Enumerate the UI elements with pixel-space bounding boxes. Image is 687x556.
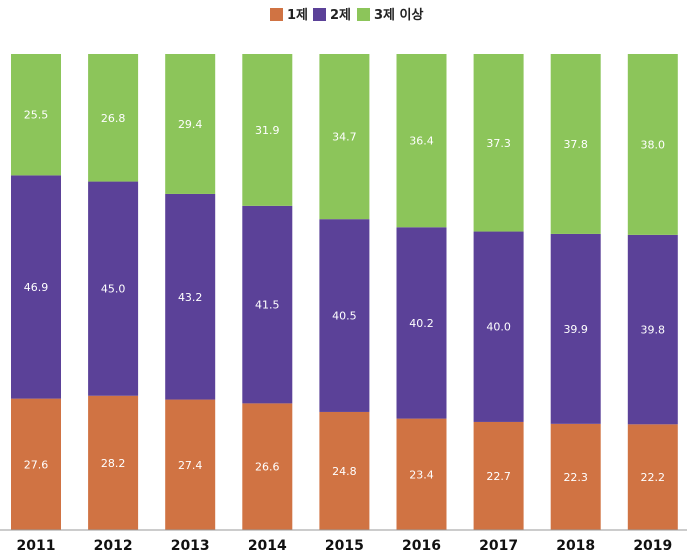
legend: 1제 2제 3제 이상	[270, 7, 423, 23]
bar-2019-series-2	[627, 234, 678, 425]
x-tick-label-2016: 2016	[402, 538, 441, 554]
bar-2012-series-3	[88, 54, 139, 182]
bar-2015-series-1	[319, 411, 370, 530]
bar-2013-series-2	[165, 193, 216, 400]
bar-2017-series-2	[473, 231, 524, 422]
bar-2014-series-1	[242, 403, 293, 530]
legend-label-2: 2제	[330, 8, 351, 23]
data-label-2013-series-3: 29.4	[178, 118, 203, 131]
data-label-2015-series-1: 24.8	[332, 465, 357, 478]
bar-2016-series-1	[396, 418, 447, 530]
data-label-2012-series-3: 26.8	[101, 112, 126, 125]
data-label-2013-series-2: 43.2	[178, 291, 203, 304]
x-axis-ticks: 2011 2012 2013 2014 2015 2016 2017 2018 2019	[17, 538, 673, 554]
x-tick-label-2011: 2011	[17, 538, 56, 554]
legend-label-1: 1제	[287, 8, 308, 23]
bar-2014-series-3	[242, 54, 293, 206]
data-label-2011-series-2: 46.9	[24, 281, 49, 294]
x-tick-label-2014: 2014	[248, 538, 287, 554]
bar-2016-series-2	[396, 227, 447, 419]
data-label-2012-series-2: 45.0	[101, 283, 126, 296]
data-label-2017-series-3: 37.3	[486, 137, 511, 150]
data-label-2013-series-1: 27.4	[178, 459, 203, 472]
bar-2013-series-1	[165, 399, 216, 530]
legend-swatch-1	[270, 8, 283, 21]
data-label-2011-series-3: 25.5	[24, 109, 49, 122]
legend-swatch-2	[313, 8, 326, 21]
bar-2011-series-1	[11, 398, 61, 530]
data-label-2019-series-1: 22.2	[641, 471, 666, 484]
data-label-2019-series-2: 39.8	[641, 324, 666, 337]
bar-2018-series-3	[550, 54, 601, 234]
x-tick-label-2013: 2013	[171, 538, 210, 554]
data-label-2016-series-2: 40.2	[409, 317, 434, 330]
data-label-2017-series-2: 40.0	[486, 321, 511, 334]
data-label-2014-series-1: 26.6	[255, 461, 280, 474]
data-label-2015-series-2: 40.5	[332, 310, 357, 323]
data-label-2018-series-3: 37.8	[563, 138, 588, 151]
legend-label-3: 3제 이상	[374, 7, 423, 23]
data-label-2012-series-1: 28.2	[101, 457, 126, 470]
data-label-2017-series-1: 22.7	[486, 470, 511, 483]
legend-swatch-3	[357, 8, 370, 21]
bar-2019-series-3	[627, 54, 678, 235]
bar-2017-series-3	[473, 54, 524, 232]
data-label-2016-series-3: 36.4	[409, 135, 434, 148]
bar-2016-series-3	[396, 54, 447, 228]
bar-2011-series-3	[11, 54, 61, 176]
bar-2018-series-1	[550, 423, 601, 530]
bar-2017-series-1	[473, 421, 524, 530]
bars: 27.6 46.9 25.5 28.2 45.0 26.8 27.4 43.2 29.4 26.6…	[11, 54, 678, 530]
bar-2013-series-3	[165, 54, 216, 194]
x-tick-label-2015: 2015	[325, 538, 364, 554]
data-label-2018-series-1: 22.3	[563, 471, 588, 484]
data-label-2019-series-3: 38.0	[641, 138, 666, 151]
x-tick-label-2019: 2019	[633, 538, 672, 554]
bar-2015-series-3	[319, 54, 370, 220]
bar-2011-series-2	[11, 175, 61, 399]
bar-2014-series-2	[242, 205, 293, 404]
data-label-2015-series-3: 34.7	[332, 131, 357, 144]
bar-2018-series-2	[550, 233, 601, 424]
bar-2019-series-1	[627, 424, 678, 530]
bar-2012-series-1	[88, 395, 139, 530]
data-label-2018-series-2: 39.9	[563, 323, 588, 336]
x-tick-label-2018: 2018	[556, 538, 595, 554]
x-tick-label-2017: 2017	[479, 538, 518, 554]
x-tick-label-2012: 2012	[94, 538, 133, 554]
data-label-2016-series-1: 23.4	[409, 468, 434, 481]
data-label-2014-series-2: 41.5	[255, 299, 280, 312]
data-label-2011-series-1: 27.6	[24, 458, 49, 471]
data-label-2014-series-3: 31.9	[255, 124, 280, 137]
bar-2015-series-2	[319, 219, 370, 412]
bar-2012-series-2	[88, 181, 139, 396]
